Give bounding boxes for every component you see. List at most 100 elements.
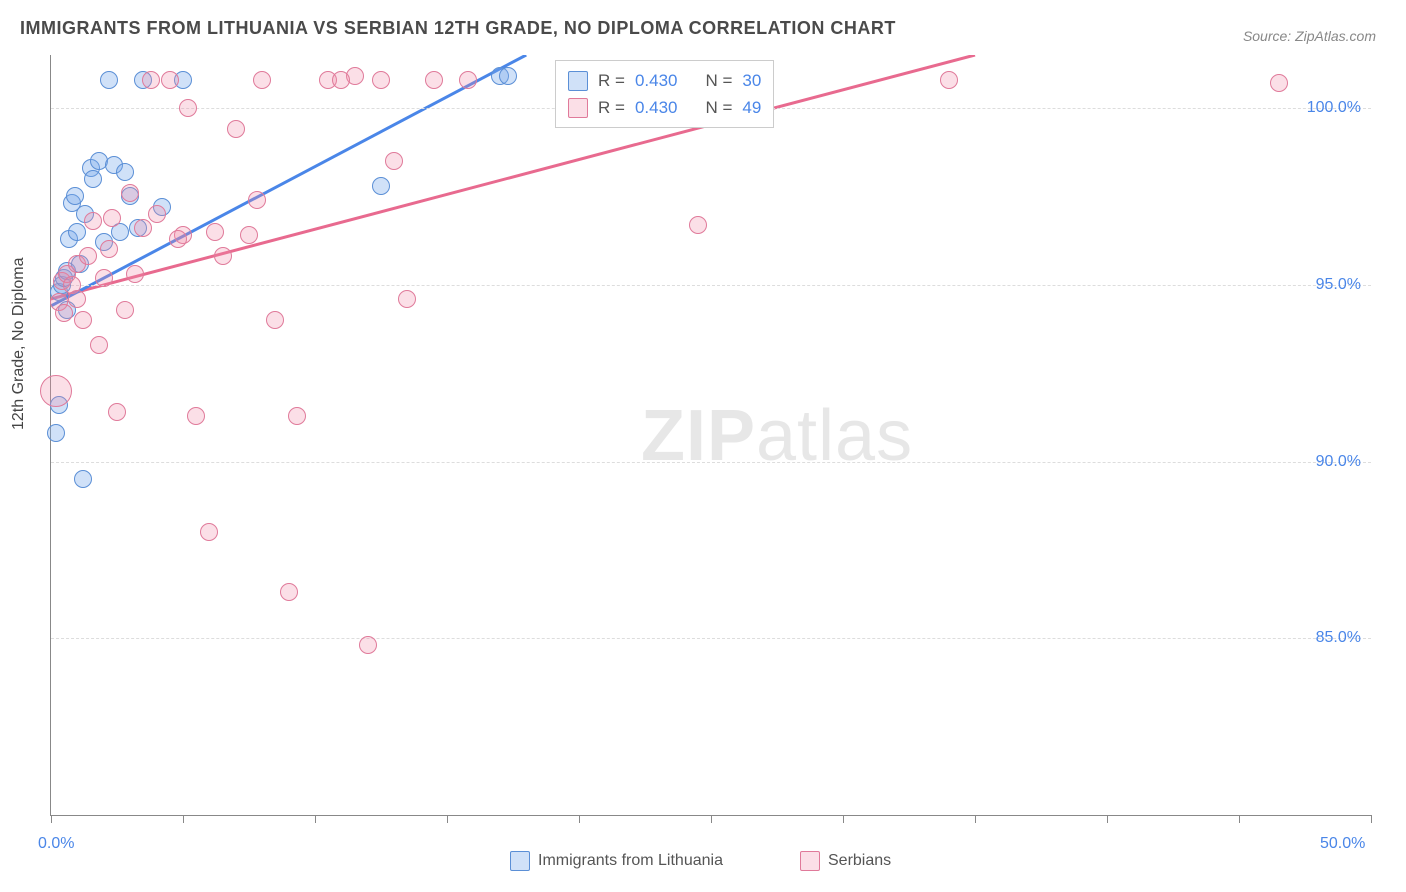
scatter-point-serbians bbox=[90, 336, 108, 354]
scatter-point-serbians bbox=[79, 247, 97, 265]
scatter-point-serbians bbox=[121, 184, 139, 202]
scatter-point-serbians bbox=[214, 247, 232, 265]
scatter-point-serbians bbox=[74, 311, 92, 329]
source-attribution: Source: ZipAtlas.com bbox=[1243, 28, 1376, 44]
legend-r-label: R = bbox=[598, 67, 625, 94]
legend-r-label: R = bbox=[598, 94, 625, 121]
scatter-point-serbians bbox=[1270, 74, 1288, 92]
scatter-point-serbians bbox=[95, 269, 113, 287]
scatter-point-serbians bbox=[142, 71, 160, 89]
scatter-point-serbians bbox=[169, 230, 187, 248]
scatter-plot-area: ZIPatlas 85.0% 90.0% 95.0% 100.0% bbox=[50, 55, 1371, 816]
series-name: Immigrants from Lithuania bbox=[538, 852, 723, 870]
x-tick bbox=[51, 815, 52, 823]
scatter-point-serbians bbox=[55, 304, 73, 322]
scatter-point-lithuania bbox=[84, 170, 102, 188]
scatter-point-serbians bbox=[108, 403, 126, 421]
scatter-point-serbians bbox=[425, 71, 443, 89]
y-tick-label: 90.0% bbox=[1316, 453, 1361, 471]
scatter-point-lithuania bbox=[100, 71, 118, 89]
scatter-point-serbians bbox=[398, 290, 416, 308]
scatter-point-serbians bbox=[359, 636, 377, 654]
legend-swatch bbox=[800, 851, 820, 871]
scatter-point-serbians bbox=[134, 219, 152, 237]
scatter-point-lithuania bbox=[74, 470, 92, 488]
x-tick bbox=[183, 815, 184, 823]
scatter-point-serbians bbox=[227, 120, 245, 138]
watermark-light: atlas bbox=[756, 396, 913, 476]
x-tick bbox=[1239, 815, 1240, 823]
x-tick bbox=[843, 815, 844, 823]
scatter-point-serbians bbox=[68, 290, 86, 308]
scatter-point-serbians bbox=[253, 71, 271, 89]
x-tick bbox=[1371, 815, 1372, 823]
gridline-horizontal bbox=[51, 638, 1371, 639]
scatter-point-serbians bbox=[84, 212, 102, 230]
scatter-point-serbians bbox=[332, 71, 350, 89]
scatter-point-serbians bbox=[116, 301, 134, 319]
scatter-point-serbians bbox=[372, 71, 390, 89]
gridline-horizontal bbox=[51, 462, 1371, 463]
regression-line-serbians bbox=[51, 55, 975, 299]
scatter-point-lithuania bbox=[66, 187, 84, 205]
source-label: Source: bbox=[1243, 28, 1291, 44]
scatter-point-serbians bbox=[187, 407, 205, 425]
bottom-legend-lithuania: Immigrants from Lithuania bbox=[510, 851, 723, 871]
scatter-point-serbians bbox=[288, 407, 306, 425]
scatter-point-serbians bbox=[385, 152, 403, 170]
source-value: ZipAtlas.com bbox=[1295, 28, 1376, 44]
scatter-point-serbians bbox=[266, 311, 284, 329]
legend-n-label: N = bbox=[705, 67, 732, 94]
y-tick-label: 100.0% bbox=[1307, 99, 1361, 117]
scatter-point-serbians bbox=[459, 71, 477, 89]
scatter-point-serbians bbox=[248, 191, 266, 209]
legend-n-value: 30 bbox=[742, 67, 761, 94]
legend-r-value: 0.430 bbox=[635, 94, 678, 121]
scatter-point-serbians bbox=[200, 523, 218, 541]
legend-swatch bbox=[568, 71, 588, 91]
y-tick-label: 95.0% bbox=[1316, 276, 1361, 294]
x-tick bbox=[1107, 815, 1108, 823]
x-tick bbox=[975, 815, 976, 823]
scatter-point-serbians bbox=[689, 216, 707, 234]
legend-row-serbians: R = 0.430 N = 49 bbox=[568, 94, 761, 121]
legend-n-value: 49 bbox=[742, 94, 761, 121]
bottom-legend-serbians: Serbians bbox=[800, 851, 891, 871]
scatter-point-lithuania bbox=[68, 223, 86, 241]
legend-swatch bbox=[568, 98, 588, 118]
scatter-point-serbians bbox=[179, 99, 197, 117]
legend-row-lithuania: R = 0.430 N = 30 bbox=[568, 67, 761, 94]
regression-lines-layer bbox=[51, 55, 1371, 815]
x-tick-label-min: 0.0% bbox=[38, 835, 74, 853]
watermark-bold: ZIP bbox=[641, 396, 756, 476]
x-tick bbox=[315, 815, 316, 823]
scatter-point-serbians bbox=[148, 205, 166, 223]
scatter-point-serbians bbox=[240, 226, 258, 244]
x-tick bbox=[711, 815, 712, 823]
scatter-point-serbians bbox=[103, 209, 121, 227]
watermark-text: ZIPatlas bbox=[641, 395, 913, 477]
legend-n-label: N = bbox=[705, 94, 732, 121]
scatter-point-serbians bbox=[100, 240, 118, 258]
scatter-point-lithuania bbox=[116, 163, 134, 181]
gridline-horizontal bbox=[51, 285, 1371, 286]
x-tick bbox=[579, 815, 580, 823]
legend-r-value: 0.430 bbox=[635, 67, 678, 94]
scatter-point-serbians bbox=[126, 265, 144, 283]
y-tick-label: 85.0% bbox=[1316, 629, 1361, 647]
correlation-legend-box: R = 0.430 N = 30 R = 0.430 N = 49 bbox=[555, 60, 774, 128]
scatter-point-lithuania bbox=[499, 67, 517, 85]
scatter-point-serbians bbox=[206, 223, 224, 241]
scatter-point-lithuania bbox=[47, 424, 65, 442]
x-tick-label-max: 50.0% bbox=[1320, 835, 1365, 853]
scatter-point-serbians bbox=[40, 375, 72, 407]
chart-title: IMMIGRANTS FROM LITHUANIA VS SERBIAN 12T… bbox=[20, 18, 896, 39]
scatter-point-serbians bbox=[280, 583, 298, 601]
scatter-point-serbians bbox=[161, 71, 179, 89]
y-axis-label: 12th Grade, No Diploma bbox=[10, 257, 28, 430]
x-tick bbox=[447, 815, 448, 823]
series-name: Serbians bbox=[828, 852, 891, 870]
legend-swatch bbox=[510, 851, 530, 871]
scatter-point-serbians bbox=[940, 71, 958, 89]
scatter-point-lithuania bbox=[372, 177, 390, 195]
